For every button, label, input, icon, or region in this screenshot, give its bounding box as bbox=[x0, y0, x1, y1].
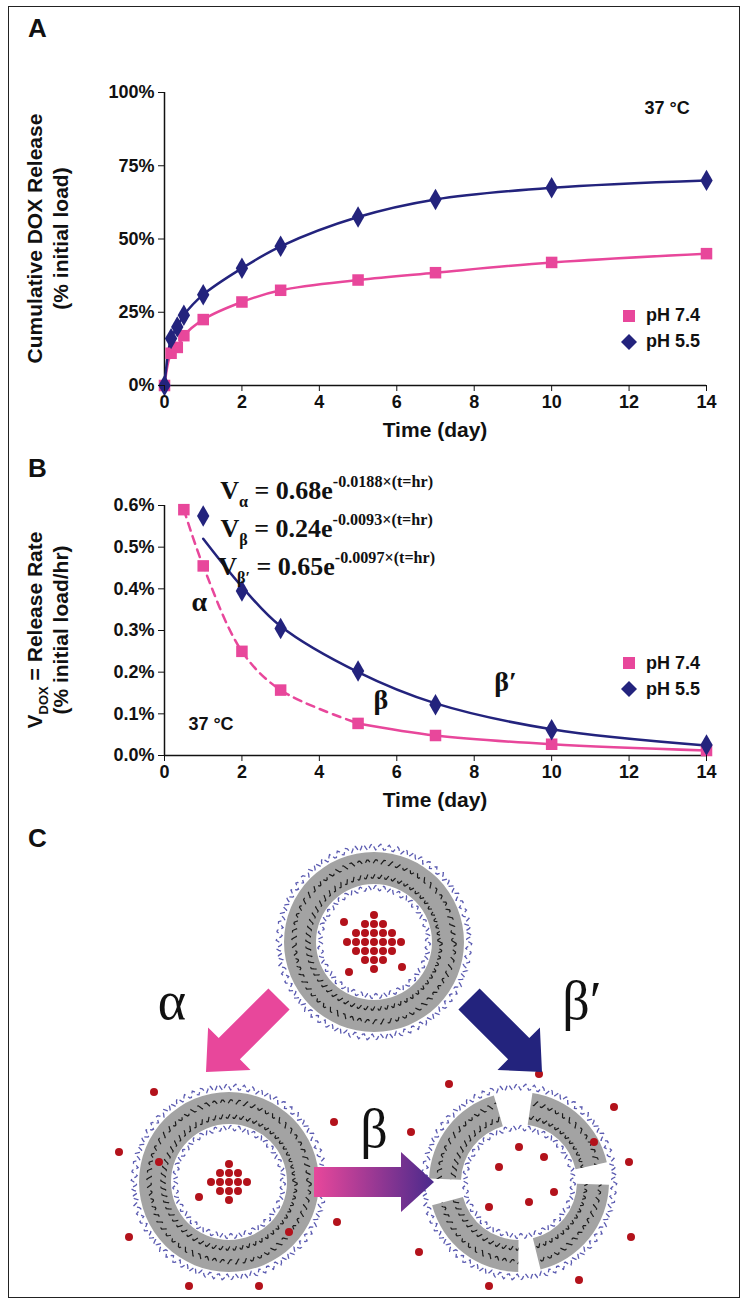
svg-text:2: 2 bbox=[237, 392, 247, 412]
svg-text:14: 14 bbox=[696, 762, 716, 782]
svg-text:0: 0 bbox=[159, 392, 169, 412]
svg-text:Vβ′ = 0.65e-0.0097×(t=hr): Vβ′ = 0.65e-0.0097×(t=hr) bbox=[218, 549, 435, 587]
html-text:C: C bbox=[28, 823, 47, 853]
html-text:B: B bbox=[28, 453, 47, 483]
svg-text:0.5%: 0.5% bbox=[113, 537, 154, 557]
svg-text:75%: 75% bbox=[118, 156, 154, 176]
svg-text:0.0%: 0.0% bbox=[113, 745, 154, 765]
svg-text:β′: β′ bbox=[562, 971, 601, 1031]
svg-text:0.4%: 0.4% bbox=[113, 579, 154, 599]
svg-text:Cumulative DOX Release: Cumulative DOX Release bbox=[23, 114, 46, 364]
svg-text:β′: β′ bbox=[494, 666, 517, 697]
html-text:pH 5.5: pH 5.5 bbox=[646, 678, 700, 699]
html-text:pH 5.5: pH 5.5 bbox=[646, 331, 700, 352]
svg-text:4: 4 bbox=[314, 762, 324, 782]
svg-text:10: 10 bbox=[542, 762, 562, 782]
svg-text:VDOX = Release Rate: VDOX = Release Rate bbox=[23, 532, 51, 729]
svg-text:6: 6 bbox=[392, 762, 402, 782]
svg-text:14: 14 bbox=[696, 392, 716, 412]
svg-text:0.6%: 0.6% bbox=[113, 495, 154, 515]
svg-text:6: 6 bbox=[392, 392, 402, 412]
svg-text:β: β bbox=[373, 684, 388, 715]
html-text:A: A bbox=[28, 13, 47, 43]
svg-text:Time (day): Time (day) bbox=[383, 418, 488, 441]
html-text:pH 7.4: pH 7.4 bbox=[646, 652, 700, 673]
svg-text:25%: 25% bbox=[118, 302, 154, 322]
svg-text:0.1%: 0.1% bbox=[113, 704, 154, 724]
svg-text:(% initial load/hr): (% initial load/hr) bbox=[49, 545, 72, 714]
html-text:pH 7.4: pH 7.4 bbox=[646, 305, 700, 326]
svg-text:12: 12 bbox=[619, 762, 639, 782]
svg-text:α: α bbox=[158, 971, 186, 1031]
svg-text:8: 8 bbox=[469, 762, 479, 782]
svg-text:Time (day): Time (day) bbox=[383, 788, 488, 811]
svg-text:(% initial load): (% initial load) bbox=[49, 167, 72, 309]
svg-text:37 °C: 37 °C bbox=[645, 98, 690, 118]
svg-text:2: 2 bbox=[237, 762, 247, 782]
svg-text:0: 0 bbox=[159, 762, 169, 782]
svg-text:0%: 0% bbox=[128, 375, 154, 395]
svg-text:α: α bbox=[191, 586, 207, 617]
svg-text:0.2%: 0.2% bbox=[113, 662, 154, 682]
svg-text:12: 12 bbox=[619, 392, 639, 412]
svg-text:100%: 100% bbox=[108, 82, 154, 102]
svg-text:50%: 50% bbox=[118, 229, 154, 249]
svg-text:4: 4 bbox=[314, 392, 324, 412]
svg-text:0.3%: 0.3% bbox=[113, 620, 154, 640]
svg-text:β: β bbox=[360, 1099, 387, 1159]
svg-text:Vβ = 0.24e-0.0093×(t=hr): Vβ = 0.24e-0.0093×(t=hr) bbox=[220, 511, 432, 549]
svg-text:10: 10 bbox=[542, 392, 562, 412]
svg-text:37 °C: 37 °C bbox=[188, 714, 233, 734]
svg-text:8: 8 bbox=[469, 392, 479, 412]
svg-text:Vα = 0.68e-0.0188×(t=hr): Vα = 0.68e-0.0188×(t=hr) bbox=[220, 473, 433, 510]
